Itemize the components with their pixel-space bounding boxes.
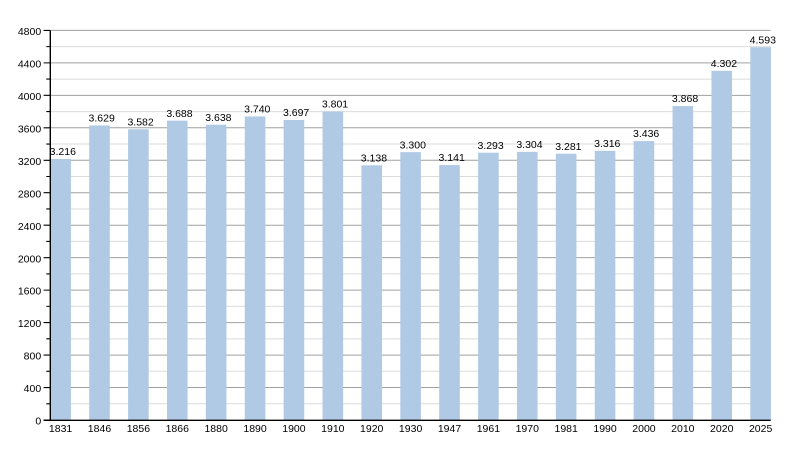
svg-text:400: 400 (24, 383, 42, 395)
svg-text:3.293: 3.293 (477, 140, 503, 152)
svg-text:0: 0 (35, 416, 41, 428)
svg-text:3.141: 3.141 (439, 152, 465, 164)
svg-text:1910: 1910 (321, 423, 345, 435)
svg-text:2800: 2800 (18, 188, 42, 200)
svg-text:4000: 4000 (18, 91, 42, 103)
svg-text:3.629: 3.629 (89, 113, 115, 125)
svg-text:1930: 1930 (399, 423, 423, 435)
svg-text:1890: 1890 (243, 423, 267, 435)
svg-text:3.304: 3.304 (516, 139, 542, 151)
svg-text:3.281: 3.281 (555, 141, 581, 153)
svg-text:3.582: 3.582 (127, 116, 153, 128)
svg-text:2020: 2020 (710, 423, 734, 435)
svg-text:4.593: 4.593 (750, 34, 776, 46)
svg-text:3.436: 3.436 (633, 128, 659, 140)
svg-text:3.740: 3.740 (244, 104, 270, 116)
svg-text:1970: 1970 (516, 423, 540, 435)
svg-text:3600: 3600 (18, 123, 42, 135)
svg-text:3.697: 3.697 (283, 107, 309, 119)
svg-text:1600: 1600 (18, 286, 42, 298)
svg-text:1981: 1981 (554, 423, 578, 435)
svg-text:3.300: 3.300 (400, 139, 426, 151)
svg-text:2025: 2025 (749, 423, 773, 435)
svg-text:1947: 1947 (438, 423, 462, 435)
svg-text:3.801: 3.801 (322, 99, 348, 111)
svg-text:3.688: 3.688 (166, 108, 192, 120)
svg-text:800: 800 (24, 351, 42, 363)
svg-text:4.302: 4.302 (711, 58, 737, 70)
svg-text:1831: 1831 (49, 423, 73, 435)
svg-text:3.138: 3.138 (361, 152, 387, 164)
svg-text:3.216: 3.216 (50, 146, 76, 158)
svg-text:1961: 1961 (477, 423, 501, 435)
svg-text:3200: 3200 (18, 156, 42, 168)
svg-text:1920: 1920 (360, 423, 384, 435)
svg-text:1900: 1900 (282, 423, 306, 435)
svg-text:1856: 1856 (127, 423, 151, 435)
svg-text:2010: 2010 (671, 423, 695, 435)
svg-text:1990: 1990 (593, 423, 617, 435)
svg-text:2000: 2000 (18, 253, 42, 265)
svg-text:2400: 2400 (18, 221, 42, 233)
svg-text:4800: 4800 (18, 26, 42, 38)
svg-text:3.316: 3.316 (594, 138, 620, 150)
svg-text:3.638: 3.638 (205, 112, 231, 124)
svg-text:1200: 1200 (18, 318, 42, 330)
svg-text:2000: 2000 (632, 423, 656, 435)
svg-text:1866: 1866 (166, 423, 190, 435)
svg-text:1846: 1846 (88, 423, 112, 435)
svg-text:4400: 4400 (18, 58, 42, 70)
svg-text:1880: 1880 (204, 423, 228, 435)
svg-text:3.868: 3.868 (672, 93, 698, 105)
